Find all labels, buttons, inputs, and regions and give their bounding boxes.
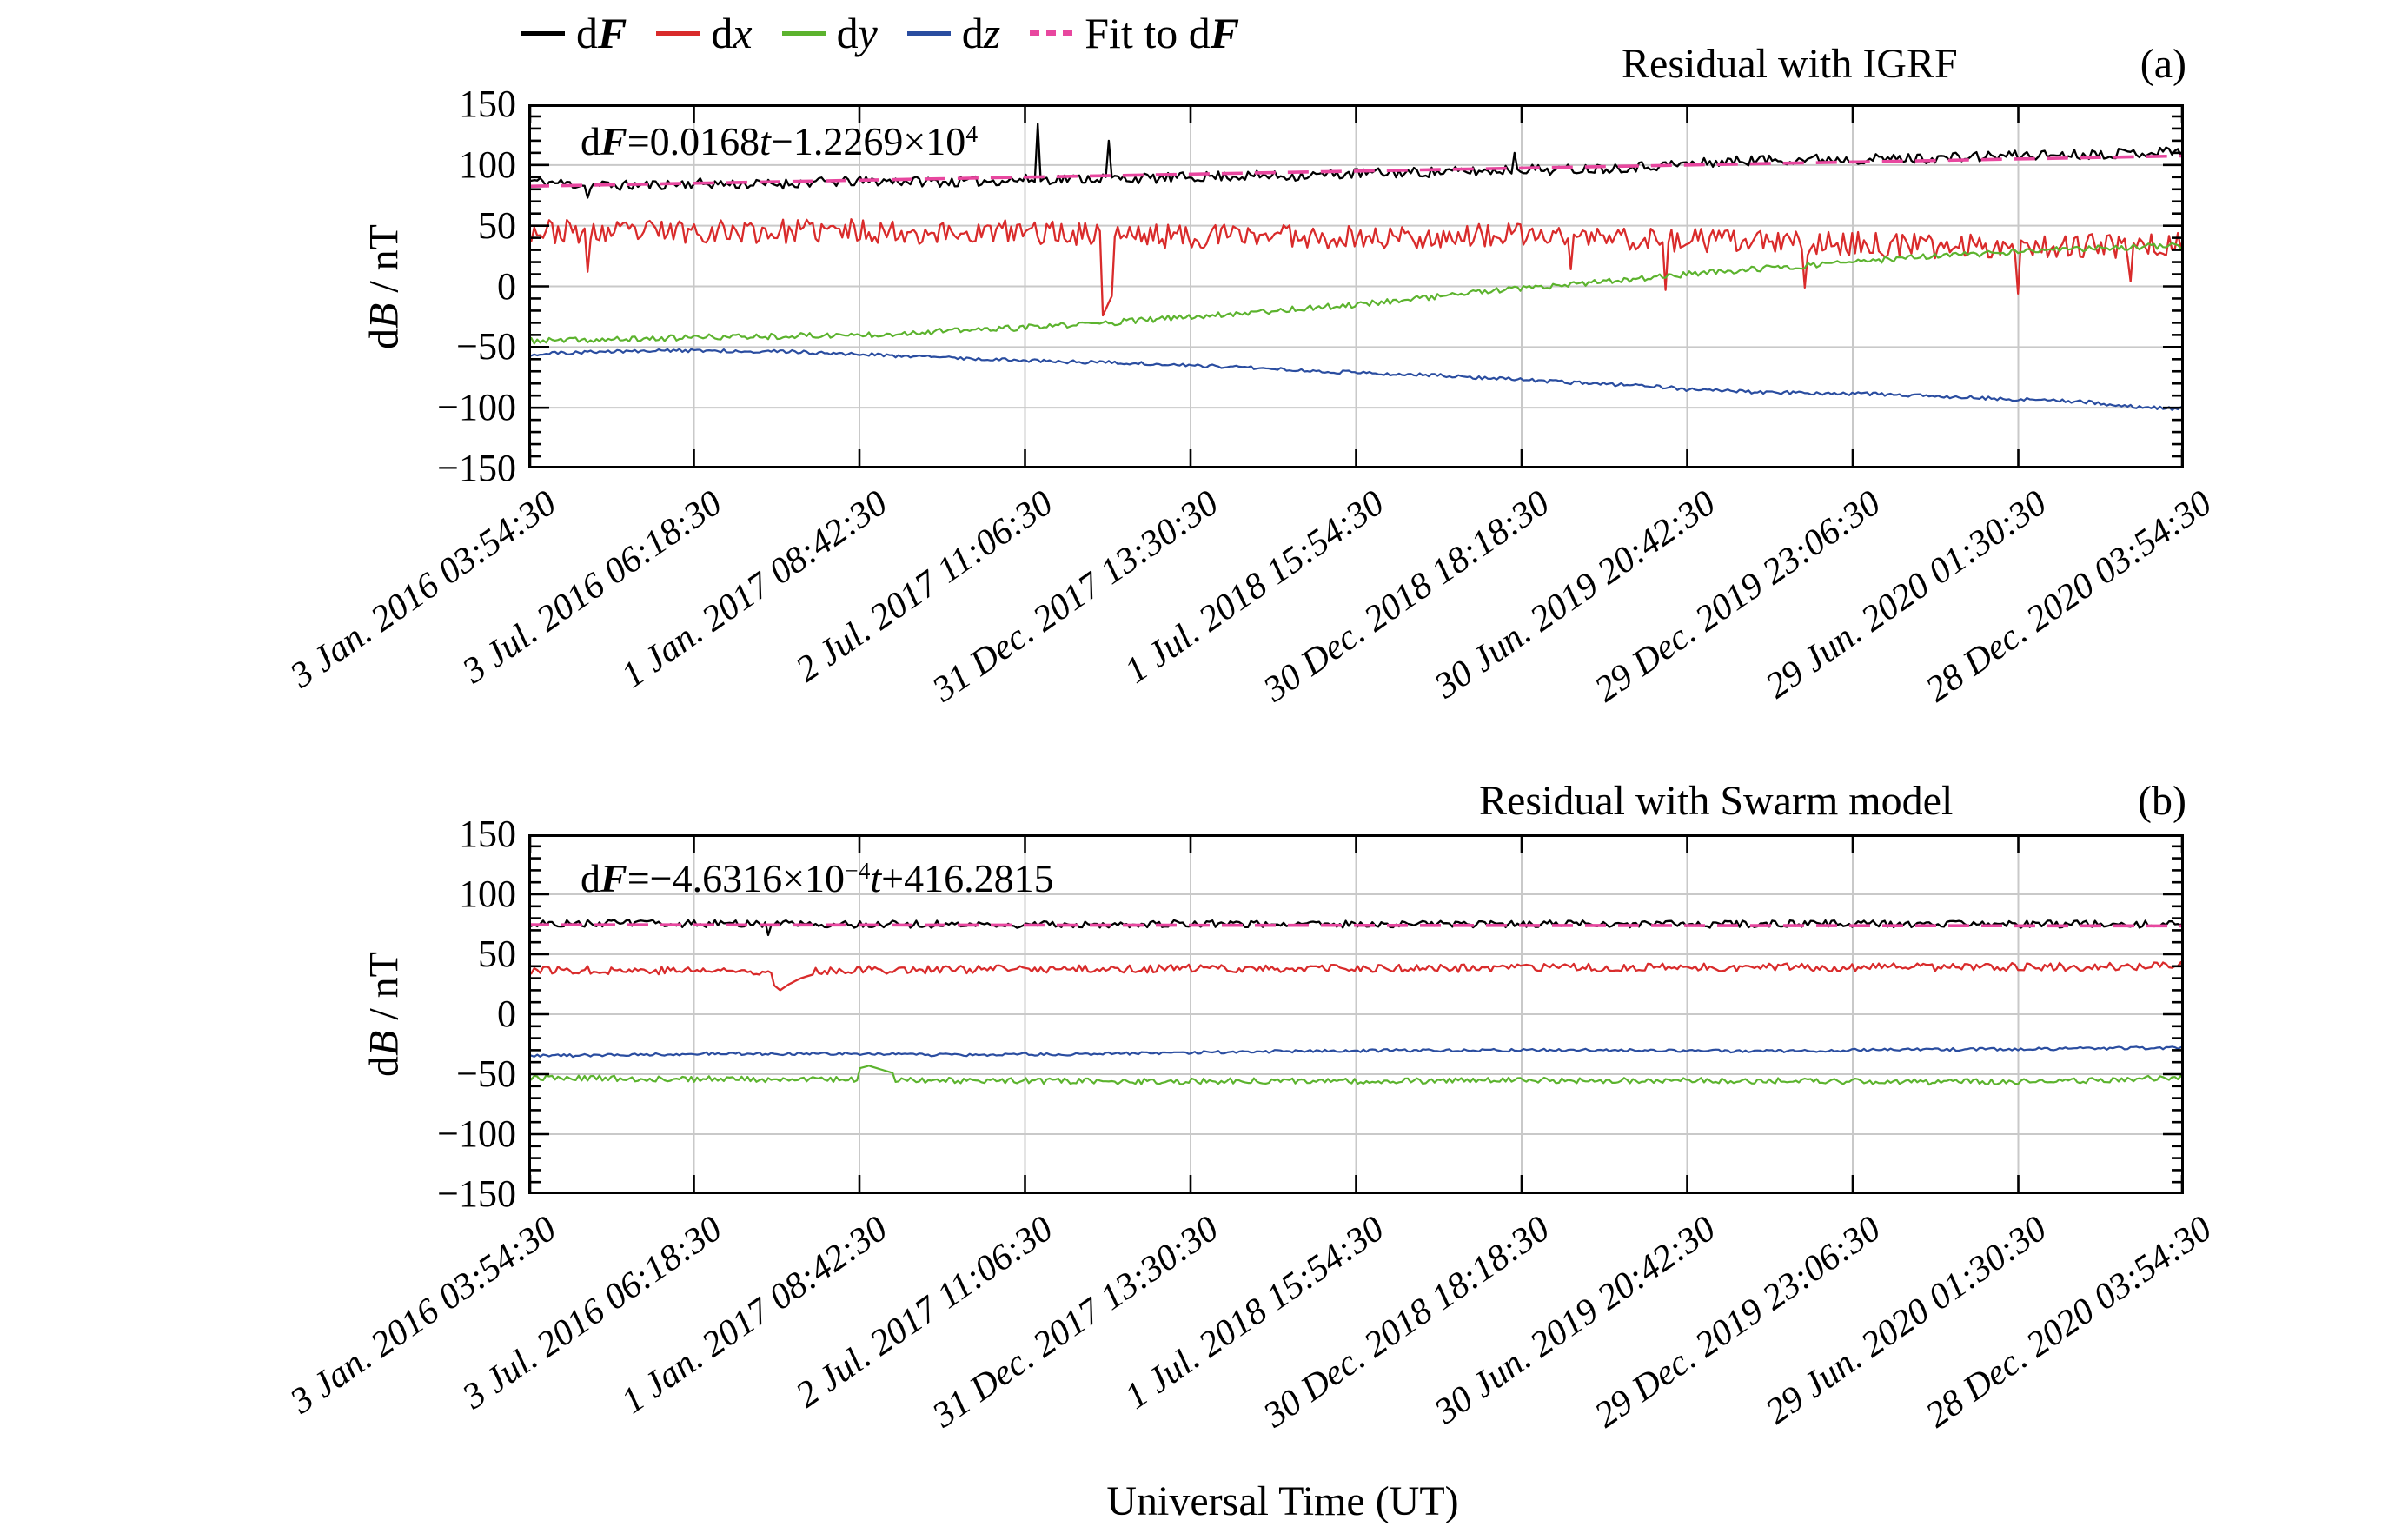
legend-dx-label: dx (711, 8, 752, 58)
legend-dF-label: dF (576, 8, 627, 58)
panel-b-tag: (b) (2138, 778, 2186, 824)
panel-a-ytick--100: −100 (437, 386, 516, 429)
legend-fit-line-swatch (1030, 30, 1074, 36)
panel-a-ytick-0: 0 (497, 264, 516, 308)
text-part: d (836, 9, 859, 57)
x-axis-title: Universal Time (UT) (1106, 1478, 1459, 1524)
panel-b-xtick-label: 3 Jan. 2016 03:54:30 (283, 1208, 564, 1422)
panel-b-xtick-label: 30 Dec. 2018 18:18:30 (1257, 1208, 1557, 1436)
gridlines (530, 836, 2182, 1192)
panel-b-ytick-150: 150 (459, 813, 516, 855)
text-part: z (983, 9, 1001, 57)
panel-b-ytick--50: −50 (456, 1052, 516, 1095)
panel-a-xtick-label: 30 Jun. 2019 20:42:30 (1427, 482, 1723, 707)
panel-b-xtick-label: 30 Jun. 2019 20:42:30 (1427, 1208, 1723, 1432)
text-part: B (361, 302, 408, 329)
panel-a-plot-area (528, 104, 2184, 468)
panel-a-ytick--150: −150 (437, 447, 516, 489)
panel-b-xtick-label: 31 Dec. 2017 13:30:30 (925, 1208, 1226, 1436)
text-part: F (598, 9, 627, 57)
panel-a-ytick-100: 100 (459, 143, 516, 186)
legend-item-dx: dx (656, 8, 753, 58)
text-part: F (1210, 9, 1240, 57)
series-dx-line (528, 960, 2184, 992)
series-dy-line (528, 1065, 2184, 1086)
legend-item-fit: Fit to dF (1030, 8, 1239, 58)
text-part: Fit to d (1085, 9, 1211, 57)
panel-b-xtick-label: 29 Dec. 2019 23:06:30 (1588, 1208, 1888, 1436)
legend-item-dy: dy (781, 8, 878, 58)
panel-a-xtick-label: 3 Jan. 2016 03:54:30 (283, 482, 564, 696)
panel-b-ytick-100: 100 (459, 873, 516, 915)
legend-item-dz: dz (906, 8, 1000, 58)
series-Fit-to-dF-line (528, 923, 2184, 928)
panel-a-tag: (a) (2140, 41, 2186, 87)
panel-b-chart-svg (528, 834, 2184, 1194)
series-Fit-to-dF-line (528, 154, 2184, 189)
panel-b-xtick-label: 1 Jan. 2017 08:42:30 (614, 1208, 895, 1422)
legend-dy-line-swatch (781, 30, 826, 36)
series-dx-line (528, 218, 2184, 317)
panel-a-xtick-label: 29 Dec. 2019 23:06:30 (1588, 482, 1888, 710)
panel-a-xtick-label: 28 Dec. 2020 03:54:30 (1919, 482, 2219, 710)
panel-b-ytick--100: −100 (437, 1112, 516, 1155)
axis-ticks (528, 104, 2184, 468)
panel-b-xtick-label: 28 Dec. 2020 03:54:30 (1919, 1208, 2219, 1436)
panel-b-ytick--150: −150 (437, 1172, 516, 1215)
series-dz-line (528, 1045, 2184, 1059)
text-part: B (361, 1030, 408, 1056)
panel-b-plot-area (528, 834, 2184, 1194)
text-part: d (711, 9, 733, 57)
panel-b-xtick-label: 29 Jun. 2020 01:30:30 (1758, 1208, 2054, 1432)
panel-a-xtick-label: 31 Dec. 2017 13:30:30 (925, 482, 1226, 710)
panel-b-ytick-0: 0 (497, 992, 516, 1035)
panel-a-title: Residual with IGRF (1622, 41, 1958, 87)
legend-dz-line-swatch (906, 30, 951, 36)
panel-b-ytick-50: 50 (478, 933, 516, 975)
panel-a-ytick--50: −50 (456, 325, 516, 368)
series-dy-line (528, 242, 2184, 345)
panel-a-xtick-label: 29 Jun. 2020 01:30:30 (1758, 482, 2054, 707)
legend-item-dF: dF (521, 8, 627, 58)
legend: dF dx dy dz Fit to dF (521, 5, 1239, 61)
panel-a-xtick-label: 30 Dec. 2018 18:18:30 (1257, 482, 1557, 710)
plot-frame (528, 834, 2184, 1194)
panel-a-ytick-150: 150 (459, 83, 516, 125)
legend-dz-label: dz (962, 8, 1000, 58)
legend-fit-label: Fit to dF (1085, 8, 1239, 58)
text-part: d (961, 9, 984, 57)
legend-dF-line-swatch (521, 30, 565, 36)
panel-a-xtick-label: 1 Jan. 2017 08:42:30 (614, 482, 895, 696)
panel-a-chart-svg (528, 104, 2184, 468)
plot-frame (528, 104, 2184, 468)
panel-a-ytick-50: 50 (478, 203, 516, 247)
panel-b-title: Residual with Swarm model (1479, 778, 1954, 824)
legend-dy-label: dy (837, 8, 878, 58)
text-part: y (858, 9, 878, 57)
text-part: d (576, 9, 598, 57)
text-part: x (733, 9, 753, 57)
legend-dx-line-swatch (656, 30, 700, 36)
series-dz-line (528, 348, 2184, 411)
